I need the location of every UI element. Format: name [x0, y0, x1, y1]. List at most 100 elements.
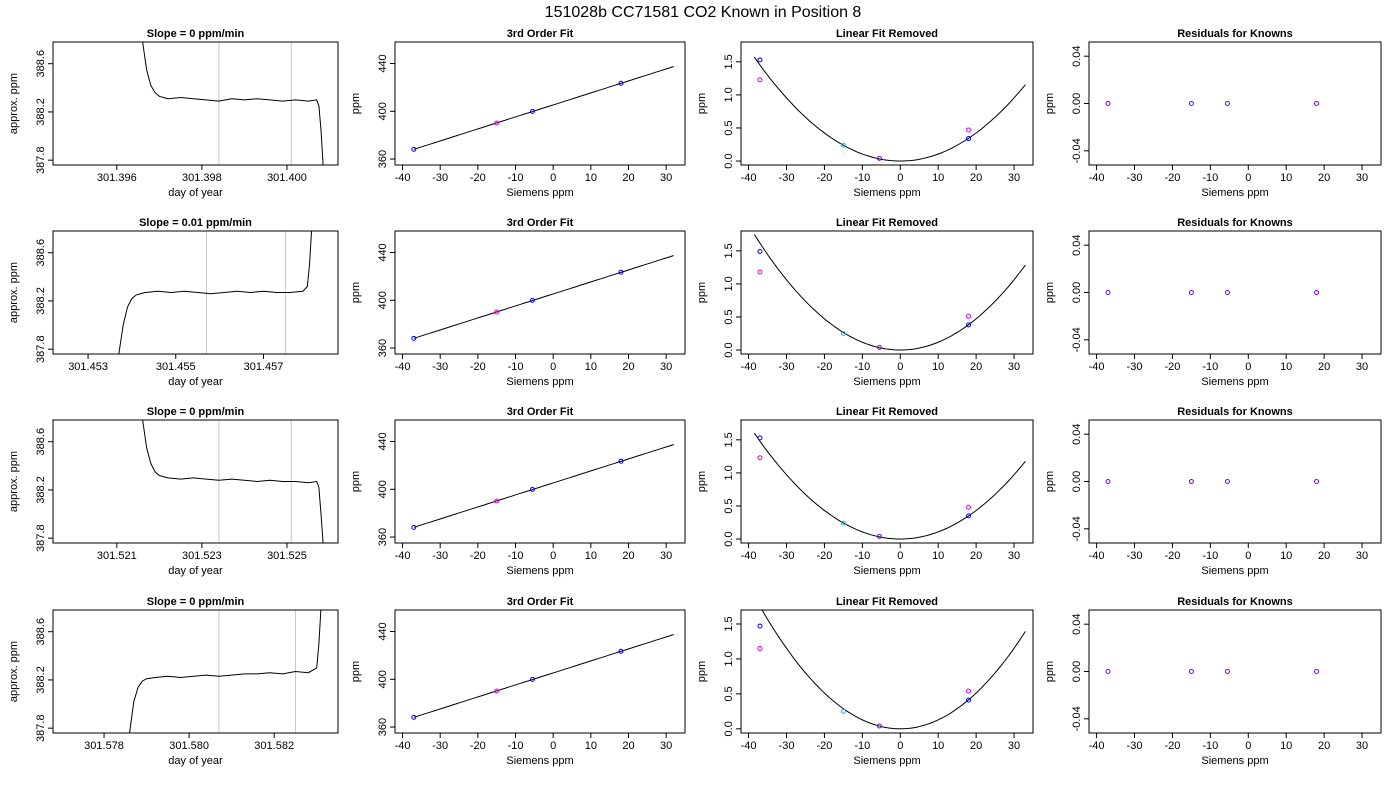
- x-axis-label: day of year: [168, 187, 223, 199]
- data-point: [757, 645, 763, 651]
- x-tick-label: 30: [660, 361, 672, 373]
- x-axis-label: Siemens ppm: [506, 187, 573, 199]
- panel-r4-timeseries: Slope = 0 ppm/min 301.578 301.580 301.582 38…: [8, 596, 339, 767]
- x-tick-label: 301.578: [84, 740, 124, 752]
- panel-title: Slope = 0 ppm/min: [147, 28, 245, 40]
- y-tick-label: 388.2: [35, 666, 47, 694]
- x-tick-label: 301.523: [182, 550, 222, 562]
- x-tick-label: 301.457: [244, 361, 284, 373]
- data-point: [1314, 101, 1320, 106]
- series-line: [142, 42, 324, 165]
- y-tick-label: 0.00: [1071, 471, 1083, 492]
- x-tick-label: -20: [816, 172, 832, 184]
- x-tick-label: 20: [1318, 550, 1330, 562]
- x-tick-label: 10: [1280, 740, 1292, 752]
- x-tick-label: 301.453: [68, 361, 108, 373]
- x-tick-label: 20: [622, 172, 634, 184]
- x-tick-label: -20: [816, 361, 832, 373]
- x-tick-label: -40: [1089, 172, 1105, 184]
- x-tick-label: -40: [395, 361, 411, 373]
- x-tick-label: 10: [585, 172, 597, 184]
- x-tick-label: -10: [508, 361, 524, 373]
- y-tick-label: 1.0: [723, 465, 735, 480]
- panel-title: Linear Fit Removed: [836, 596, 938, 608]
- y-axis-label: ppm: [350, 93, 362, 114]
- x-tick-label: 10: [1280, 361, 1292, 373]
- panel-title: Residuals for Knowns: [1177, 28, 1293, 40]
- fit-curve: [413, 255, 674, 339]
- x-tick-label: 10: [585, 550, 597, 562]
- y-tick-label: 0.0: [723, 342, 735, 357]
- y-axis-label: ppm: [696, 93, 708, 114]
- panel-r3-linfit: Linear Fit Removed -40 -30 -20 -10 0 10 20 30 0.0…: [696, 406, 1034, 577]
- y-axis-label: ppm: [350, 661, 362, 682]
- panel-title: 3rd Order Fit: [507, 217, 574, 229]
- y-axis-label: approx. ppm: [8, 73, 20, 134]
- y-tick-label: 387.8: [35, 714, 47, 742]
- y-tick-label: 400: [377, 670, 389, 688]
- fit-curve: [413, 444, 674, 528]
- panel-r4-resid: Residuals for Knowns -40 -30 -20 -10 0 10 20 30 -…: [1044, 596, 1382, 767]
- x-axis-label: day of year: [168, 565, 223, 577]
- x-axis-label: Siemens ppm: [1201, 187, 1268, 199]
- figure-title: 151028b CC71581 CO2 Known in Position 8: [545, 4, 862, 21]
- x-tick-label: -40: [395, 550, 411, 562]
- data-point: [966, 313, 972, 319]
- data-point: [529, 486, 535, 492]
- data-point: [757, 57, 763, 63]
- y-tick-label: 0.0: [723, 153, 735, 168]
- x-tick-label: -20: [1164, 550, 1180, 562]
- x-tick-label: -10: [1202, 361, 1218, 373]
- data-point: [876, 155, 882, 161]
- data-point: [840, 331, 846, 336]
- x-tick-label: -40: [741, 361, 757, 373]
- x-tick-label: -20: [470, 361, 486, 373]
- x-tick-label: 10: [932, 550, 944, 562]
- panel-r1-resid: Residuals for Knowns -40 -30 -20 -10 0 10 20 30 -…: [1044, 28, 1382, 199]
- plot-area: [142, 42, 324, 165]
- data-point: [618, 80, 624, 86]
- x-tick-label: 0: [1245, 550, 1251, 562]
- y-tick-label: 388.2: [35, 476, 47, 504]
- fit-curve: [413, 634, 674, 718]
- data-point: [1314, 290, 1320, 295]
- x-axis-label: day of year: [168, 755, 223, 767]
- plot-frame: [740, 609, 1034, 734]
- x-tick-label: 20: [970, 550, 982, 562]
- data-point: [966, 127, 972, 133]
- panel-title: Slope = 0.01 ppm/min: [139, 217, 252, 229]
- data-point: [1314, 479, 1320, 484]
- plot-frame: [52, 41, 339, 166]
- data-point: [1188, 669, 1194, 674]
- x-tick-label: 30: [1356, 361, 1368, 373]
- data-point: [494, 498, 500, 504]
- panel-r4-linfit: Linear Fit Removed -40 -30 -20 -10 0 10 20 30 0.0…: [696, 596, 1034, 767]
- y-tick-label: 387.8: [35, 524, 47, 552]
- plot-frame: [394, 419, 686, 544]
- y-tick-label: 360: [377, 339, 389, 357]
- data-point: [529, 108, 535, 114]
- data-point: [840, 708, 846, 714]
- data-point: [757, 455, 763, 461]
- data-point: [618, 458, 624, 464]
- data-point: [1188, 101, 1194, 106]
- y-tick-label: 0.04: [1071, 613, 1083, 634]
- x-tick-label: -20: [816, 550, 832, 562]
- y-tick-label: 0.04: [1071, 423, 1083, 444]
- data-point: [1188, 479, 1194, 484]
- x-tick-label: 0: [1245, 361, 1251, 373]
- x-tick-label: -30: [1127, 740, 1143, 752]
- x-tick-label: -30: [432, 740, 448, 752]
- y-tick-label: 440: [377, 622, 389, 640]
- data-point: [529, 297, 535, 303]
- panel-r1-linfit: Linear Fit Removed -40 -30 -20 -10 0 10 20 30 0.0…: [696, 28, 1034, 199]
- y-tick-label: 0.5: [723, 120, 735, 135]
- y-tick-label: 0.5: [723, 686, 735, 701]
- data-point: [494, 309, 500, 315]
- plot-area: [411, 444, 674, 530]
- panel-r3-resid: Residuals for Knowns -40 -30 -20 -10 0 10 20 30 -…: [1044, 406, 1382, 577]
- x-tick-label: -40: [395, 740, 411, 752]
- data-point: [876, 723, 882, 729]
- data-point: [1224, 669, 1230, 674]
